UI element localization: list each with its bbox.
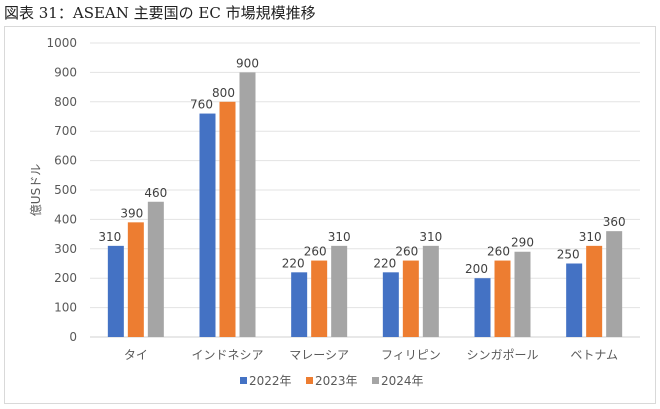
x-category-label: フィリピン: [381, 348, 441, 362]
y-tick-label: 600: [54, 154, 77, 168]
bar-2024年-マレーシア: [331, 245, 348, 337]
data-label: 260: [304, 245, 327, 259]
data-label: 250: [557, 248, 580, 262]
data-label: 220: [282, 256, 305, 270]
data-label: 310: [579, 230, 602, 244]
data-label: 310: [328, 230, 351, 244]
x-category-label: ベトナム: [570, 348, 618, 362]
x-category-label: インドネシア: [191, 348, 263, 362]
legend-label: 2022年: [249, 374, 292, 388]
data-label: 220: [373, 256, 396, 270]
bar-2022年-タイ: [107, 245, 124, 337]
legend-label: 2023年: [315, 374, 358, 388]
data-label: 290: [511, 236, 534, 250]
bar-2023年-インドネシア: [219, 101, 236, 337]
bar-2024年-タイ: [147, 201, 164, 337]
data-label: 260: [395, 245, 418, 259]
data-label: 390: [120, 206, 143, 220]
y-axis-label: 億USドル: [29, 164, 43, 216]
data-label: 360: [603, 215, 626, 229]
x-category-label: シンガポール: [466, 348, 538, 362]
data-label: 260: [487, 245, 510, 259]
bar-2024年-シンガポール: [514, 251, 531, 337]
bar-2023年-マレーシア: [311, 260, 328, 337]
legend-label: 2024年: [381, 374, 424, 388]
y-tick-label: 700: [54, 124, 77, 138]
data-label: 900: [236, 56, 259, 70]
bar-2023年-フィリピン: [402, 260, 419, 337]
bars: [107, 72, 623, 338]
bar-2022年-インドネシア: [199, 113, 216, 337]
legend-swatch: [240, 377, 247, 384]
chart-frame: [4, 26, 656, 404]
y-tick-label: 900: [54, 65, 77, 79]
legend-swatch: [306, 377, 313, 384]
y-tick-label: 0: [69, 330, 77, 344]
bar-2023年-ベトナム: [586, 245, 603, 337]
bar-2023年-タイ: [127, 222, 144, 337]
x-category-label: タイ: [124, 348, 148, 362]
bar-2022年-ベトナム: [566, 263, 583, 337]
bar-2022年-マレーシア: [291, 272, 308, 337]
bar-2023年-シンガポール: [494, 260, 511, 337]
figure-title: 図表 31：ASEAN 主要国の EC 市場規模推移: [4, 4, 316, 22]
data-label: 460: [144, 186, 167, 200]
y-tick-label: 400: [54, 212, 77, 226]
data-label: 760: [190, 98, 213, 112]
gridlines: [90, 42, 640, 338]
x-axis-categories: タイ インドネシア マレーシア フィリピン シンガポール ベトナム: [124, 348, 618, 362]
bar-2024年-インドネシア: [239, 72, 256, 338]
legend: 2022年 2023年 2024年: [240, 374, 424, 388]
bar-2022年-フィリピン: [382, 272, 399, 337]
data-label: 800: [212, 86, 235, 100]
x-category-label: マレーシア: [289, 348, 349, 362]
data-labels: 3103904607608009002202603102202603102002…: [98, 56, 625, 276]
y-axis-ticks: 0 100 200 300 400 500 600 700 800 900 1000: [46, 36, 77, 344]
data-label: 200: [465, 262, 488, 276]
data-label: 310: [419, 230, 442, 244]
bar-2024年-ベトナム: [606, 231, 623, 337]
y-tick-label: 300: [54, 242, 77, 256]
y-tick-label: 1000: [46, 36, 77, 50]
data-label: 310: [98, 230, 121, 244]
y-tick-label: 200: [54, 271, 77, 285]
legend-swatch: [372, 377, 379, 384]
bar-2024年-フィリピン: [422, 245, 439, 337]
y-tick-label: 500: [54, 183, 77, 197]
y-tick-label: 800: [54, 95, 77, 109]
y-tick-label: 100: [54, 301, 77, 315]
bar-2022年-シンガポール: [474, 278, 491, 337]
